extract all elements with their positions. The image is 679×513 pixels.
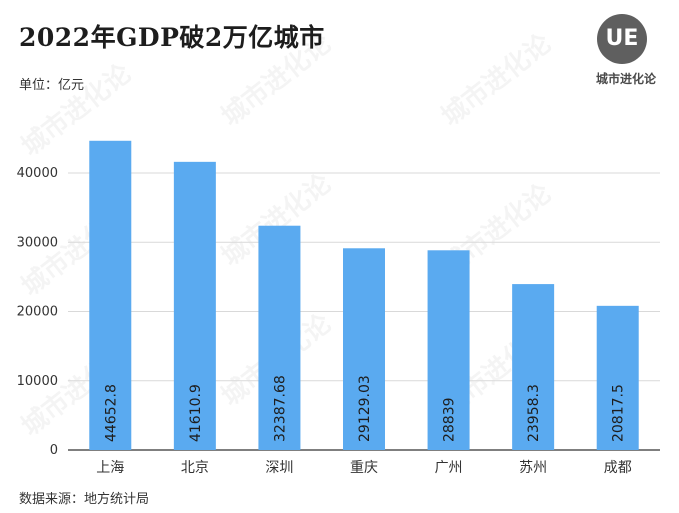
bar: [427, 250, 470, 450]
x-tick-label: 深圳: [265, 460, 293, 476]
bar: [512, 284, 555, 450]
x-tick-label: 重庆: [350, 460, 378, 476]
chart-title: 2022年GDP破2万亿城市: [19, 23, 325, 52]
y-tick-label: 30000: [17, 235, 58, 250]
bar-value-label: 28839: [442, 397, 458, 442]
x-tick-label: 广州: [435, 460, 463, 476]
bar: [258, 225, 301, 450]
source-label: 数据来源：地方统计局: [19, 492, 150, 507]
ue-logo-icon: UE: [597, 14, 647, 64]
brand-logo: UE 城市进化论: [585, 14, 667, 92]
bar: [173, 161, 216, 450]
bar: [89, 140, 132, 450]
unit-label: 单位：亿元: [19, 78, 85, 93]
y-tick-label: 20000: [17, 305, 58, 320]
brand-name: 城市进化论: [595, 72, 656, 86]
x-tick-label: 成都: [604, 460, 632, 476]
x-tick-label: 北京: [181, 460, 209, 476]
bar-value-label: 44652.8: [103, 384, 119, 442]
bar-value-label: 29129.03: [357, 375, 373, 442]
bar-value-label: 41610.9: [188, 384, 204, 442]
y-tick-label: 10000: [17, 374, 58, 389]
bar-value-label: 20817.5: [611, 384, 627, 442]
y-tick-label: 40000: [17, 166, 58, 181]
y-tick-label: 0: [50, 443, 58, 458]
bar: [596, 305, 639, 450]
x-tick-label: 上海: [96, 460, 124, 476]
x-tick-label: 苏州: [519, 460, 547, 476]
bar-value-label: 32387.68: [272, 375, 288, 442]
bar: [343, 248, 385, 450]
bar-value-label: 23958.3: [526, 384, 542, 442]
